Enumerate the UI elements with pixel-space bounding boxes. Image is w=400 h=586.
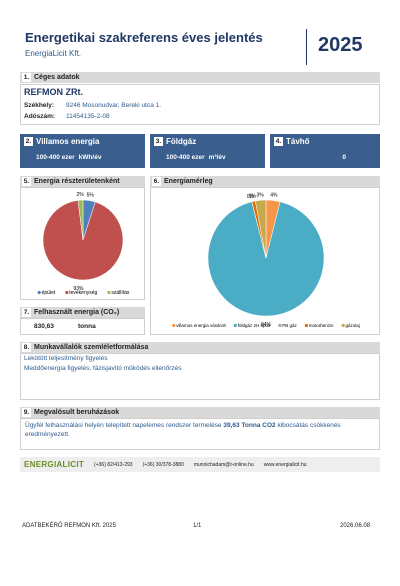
- awareness-panel: [20, 353, 380, 400]
- co2-value: 830,63: [34, 323, 54, 330]
- email: munnichadam@t-online.hu: [193, 461, 254, 468]
- pie-chart: 4% 94% 0%1% 3% villamos energia vásárolt föld…: [150, 187, 380, 335]
- awareness-line: Lekötött teljesítmény figyelés: [24, 355, 108, 362]
- section-number: 8.: [22, 343, 31, 352]
- legend-label: PB gáz: [282, 323, 297, 328]
- awareness-line: Meddőenergia figyelés, fázisjavító működ…: [24, 365, 182, 372]
- section-bar: 8. Munkavállalók szemléletformálása: [20, 342, 380, 353]
- box-heading: Távhő: [286, 137, 310, 146]
- section-heading: Megvalósult beruházások: [34, 409, 120, 416]
- legend-label: épület: [42, 290, 56, 296]
- legend-marker: [341, 323, 345, 328]
- footer-date: 2026.06.08: [340, 523, 371, 529]
- pie-slice: [255, 199, 267, 259]
- section-number: 6.: [152, 177, 161, 186]
- legend-marker: [65, 290, 69, 295]
- logo: ENERGIALICIT: [24, 460, 85, 469]
- data-label: 2%: [76, 192, 84, 198]
- data-label: 3%: [256, 192, 264, 198]
- field-label: Székhely:: [24, 102, 54, 109]
- section-number: 1.: [22, 73, 31, 82]
- section-heading: Energiamérleg: [164, 178, 213, 185]
- legend-marker: [107, 290, 111, 295]
- phone: (+36) 82/413-293: [94, 461, 133, 468]
- section-number: 2.: [24, 137, 33, 146]
- report-year: 2025: [318, 34, 363, 56]
- contact-band: ENERGIALICIT (+36) 82/413-293 (+36) 30/3…: [20, 457, 380, 472]
- pie-slice: [207, 201, 325, 317]
- box-unit: kWh/év: [78, 154, 102, 161]
- section-number: 9.: [22, 408, 31, 417]
- report-subtitle: EnergiaLicit Kft.: [25, 49, 82, 58]
- text: Ügyfél felhasználási helyén telepített n…: [25, 422, 222, 429]
- pie-slice: [42, 200, 124, 281]
- box-heading: Villamos energia: [36, 137, 100, 146]
- legend-label: gázolaj: [346, 323, 360, 328]
- legend-label: motorbenzin: [309, 323, 334, 328]
- website: www.energialicit.hu: [263, 461, 307, 468]
- data-label: 5%: [87, 193, 95, 199]
- investments-text: Ügyfél felhasználási helyén telepített n…: [20, 418, 380, 450]
- section-number: 5.: [22, 177, 31, 186]
- field-value: 9246 Mosonudvar, Bereki utca 1.: [66, 102, 162, 109]
- text: kibocsátás csökkenés eredményezett.: [25, 422, 341, 438]
- divider: [306, 29, 307, 65]
- legend-marker: [278, 323, 282, 328]
- pie-chart: 5% 93% 2% épület tevékenység szállítás: [20, 187, 145, 300]
- section-bar: 7. Felhasznált energia (CO₂): [20, 307, 145, 318]
- box-value: 0: [342, 154, 346, 161]
- legend-marker: [233, 323, 237, 328]
- data-label: 93%: [73, 286, 84, 292]
- company-panel: [20, 84, 380, 125]
- data-label: 1%: [249, 193, 257, 199]
- section-number: 7.: [22, 308, 31, 317]
- section-number: 4.: [274, 137, 283, 146]
- footer-page: 1/1: [193, 523, 202, 529]
- energy-box: 2. Villamos energia 100-400 ezer kWh/év: [20, 134, 145, 168]
- co2-unit: tonna: [78, 323, 96, 330]
- section-heading: Energia részterületenként: [34, 178, 120, 185]
- data-label: 94%: [261, 322, 272, 328]
- legend-marker: [304, 323, 308, 328]
- legend-marker: [37, 290, 41, 295]
- field-value: 11454135-2-08: [66, 113, 110, 120]
- legend-label: földgáz 2H típus: [238, 323, 271, 328]
- box-unit: m³/év: [208, 154, 226, 161]
- report-title: Energetikai szakreferens éves jelentés: [25, 30, 263, 45]
- box-value: 100-400 ezer: [36, 154, 75, 161]
- section-bar: 9. Megvalósult beruházások: [20, 407, 380, 418]
- legend-label: tevékenység: [69, 290, 97, 296]
- section-number: 3.: [154, 137, 163, 146]
- field-label: Adószám:: [24, 113, 56, 120]
- phone: (+36) 30/378-3880: [142, 461, 184, 468]
- company-name: REFMON ZRt.: [24, 87, 83, 97]
- pie-slice: [77, 199, 84, 241]
- box-value: 100-400 ezer: [166, 154, 205, 161]
- legend-label: szállítás: [111, 290, 130, 296]
- section-bar: 1. Céges adatok: [20, 72, 380, 83]
- section-bar: 5. Energia részterületenként: [20, 176, 145, 187]
- section-heading: Céges adatok: [34, 74, 80, 81]
- section-heading: Munkavállalók szemléletformálása: [34, 344, 149, 351]
- legend-label: villamos energia vásárolt: [176, 323, 226, 328]
- legend-marker: [172, 323, 176, 328]
- energy-box: 4. Távhő 0: [270, 134, 380, 168]
- co2-panel: [20, 318, 145, 335]
- data-label: 0%: [247, 194, 255, 200]
- text-bold: 39,63 Tonna CO2: [223, 422, 276, 429]
- footer-left: ADATBEKÉRŐ REFMON Kft. 2025: [22, 523, 116, 529]
- energy-box: 3. Földgáz 100-400 ezer m³/év: [150, 134, 265, 168]
- section-heading: Felhasznált energia (CO₂): [34, 309, 120, 316]
- section-bar: 6. Energiamérleg: [150, 176, 380, 187]
- box-heading: Földgáz: [166, 137, 197, 146]
- data-label: 4%: [270, 192, 278, 198]
